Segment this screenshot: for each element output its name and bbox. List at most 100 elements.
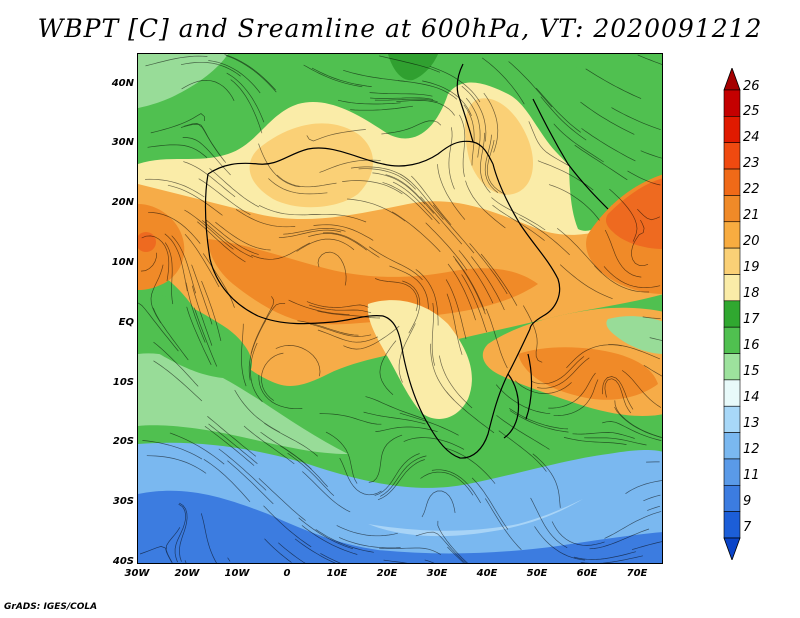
streamline [519, 217, 570, 256]
streamline [437, 520, 468, 563]
streamline [350, 166, 411, 182]
streamline [303, 64, 363, 88]
streamline [415, 531, 466, 563]
streamline [465, 97, 481, 158]
streamline [540, 96, 587, 141]
streamline [528, 121, 570, 167]
streamline [602, 376, 634, 410]
streamline [145, 55, 208, 67]
streamline [182, 137, 231, 176]
streamline [379, 340, 397, 396]
atlantic-red-spot [138, 232, 156, 252]
streamline [391, 211, 441, 253]
streamline [603, 266, 661, 288]
streamline [424, 559, 435, 563]
streamline [537, 357, 590, 389]
streamline [164, 233, 188, 292]
streamline [602, 421, 662, 441]
streamline [251, 242, 310, 260]
streamline [250, 342, 263, 403]
streamline [198, 178, 251, 216]
y-tick-label: 10S [112, 377, 134, 388]
streamline [447, 546, 464, 563]
map-title: WBPT [C] and Sreamline at 600hPa, VT: 20… [37, 14, 763, 43]
streamline [614, 406, 662, 439]
streamline [297, 320, 359, 336]
streamline [184, 209, 234, 250]
streamline [495, 384, 551, 415]
colorbar-label: 14 [743, 390, 760, 405]
colorbar-segment [723, 511, 741, 539]
streamline [183, 161, 236, 198]
streamline [153, 360, 203, 402]
streamline [275, 345, 321, 377]
y-tick-label: 40S [112, 556, 134, 567]
streamline [208, 60, 261, 94]
streamline [309, 323, 372, 337]
streamline [375, 426, 438, 433]
streamline [317, 251, 347, 286]
colorbar-label: 18 [743, 286, 760, 301]
streamline [530, 497, 568, 549]
streamline [572, 432, 635, 439]
streamline [201, 220, 253, 258]
grads-credit: GrADS: IGES/COLA [4, 602, 98, 612]
south-light-blue-band [368, 499, 583, 537]
streamline [431, 469, 482, 504]
streamline [343, 325, 400, 350]
streamline [138, 302, 179, 352]
streamline [224, 54, 276, 91]
streamline [206, 220, 259, 255]
streamline [402, 280, 421, 334]
colorbar-label: 16 [743, 338, 760, 353]
streamline [604, 511, 662, 539]
streamline [609, 188, 638, 242]
coastlines [204, 63, 609, 459]
colorbar-segment [723, 168, 741, 196]
colorbar-label: 11 [743, 468, 760, 483]
y-tick-label: EQ [118, 317, 134, 328]
colorbar-segment [723, 142, 741, 170]
streamline [498, 430, 547, 472]
streamline [631, 541, 662, 550]
streamline [322, 232, 380, 258]
streamline [264, 538, 292, 563]
streamline [431, 302, 436, 366]
streamline [215, 221, 271, 251]
streamline [368, 434, 403, 483]
streamline [140, 252, 157, 272]
streamline [193, 307, 218, 367]
streamline [584, 437, 647, 446]
streamline [225, 55, 277, 93]
streamline [141, 235, 170, 281]
streamline [415, 269, 439, 326]
streamline [556, 228, 603, 273]
streamline [530, 356, 585, 385]
streamline [263, 505, 312, 548]
streamline [383, 559, 408, 563]
streamline [343, 69, 406, 82]
colorbar-bottom-arrow [723, 537, 741, 562]
colorbar-segment [723, 432, 741, 460]
streamline [480, 253, 518, 306]
streamline [347, 198, 406, 222]
colorbar-label: 15 [743, 364, 760, 379]
x-tick-label: 10E [326, 568, 348, 579]
streamline [447, 263, 476, 321]
streamline [311, 67, 372, 87]
streamline [445, 279, 467, 339]
colorbar-label: 26 [743, 79, 760, 94]
colorbar-label: 12 [743, 442, 760, 457]
streamline [642, 316, 661, 320]
streamline [483, 92, 499, 153]
colorbar-label: 21 [743, 208, 760, 223]
streamline [486, 140, 506, 195]
streamline [480, 132, 491, 194]
streamline [421, 490, 456, 518]
streamline [181, 79, 235, 101]
streamline [452, 255, 485, 311]
streamline [585, 68, 642, 99]
streamline [164, 242, 174, 305]
streamline [637, 54, 662, 65]
streamline [369, 92, 433, 97]
